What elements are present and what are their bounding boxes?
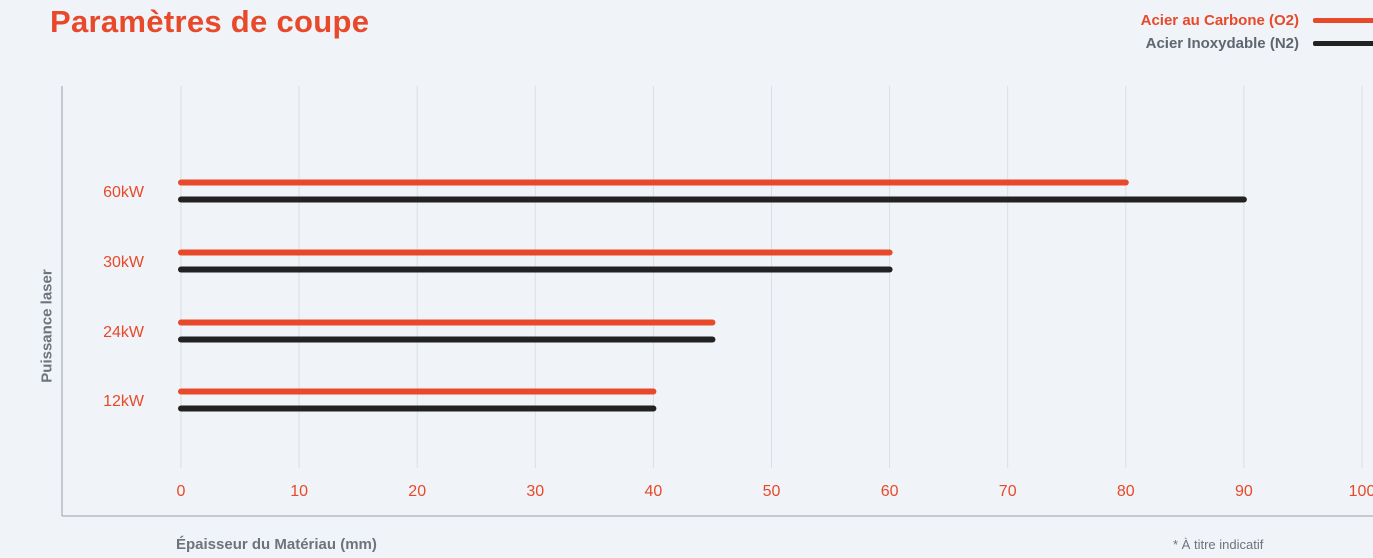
- legend-label-carbon-steel: Acier au Carbone (O2): [1140, 12, 1299, 29]
- legend-item-stainless-steel: Acier Inoxydable (N2): [1146, 35, 1373, 52]
- x-tick-label: 40: [645, 483, 663, 500]
- x-tick-label: 20: [408, 483, 426, 500]
- x-tick-label: 70: [999, 483, 1017, 500]
- legend-swatch-stainless-steel: [1313, 41, 1373, 46]
- legend-item-carbon-steel: Acier au Carbone (O2): [1141, 12, 1373, 29]
- x-axis-title: Épaisseur du Matériau (mm): [176, 536, 377, 553]
- y-axis-title: Puissance laser: [38, 269, 56, 383]
- legend-swatch-carbon-steel: [1313, 18, 1373, 23]
- y-tick-label: 24kW: [103, 324, 145, 341]
- footnote: * À titre indicatif: [1173, 537, 1264, 552]
- x-tick-label: 90: [1235, 483, 1253, 500]
- legend-label-stainless-steel: Acier Inoxydable (N2): [1145, 35, 1299, 52]
- x-tick-label: 60: [881, 483, 899, 500]
- x-tick-label: 100: [1349, 483, 1373, 500]
- x-tick-label: 10: [290, 483, 308, 500]
- x-tick-label: 30: [526, 483, 544, 500]
- x-tick-label: 50: [763, 483, 781, 500]
- chart-title: Paramètres de coupe: [50, 4, 370, 39]
- x-tick-label: 80: [1117, 483, 1135, 500]
- x-tick-label: 0: [177, 483, 186, 500]
- y-tick-label: 30kW: [103, 254, 145, 271]
- y-tick-label: 60kW: [103, 184, 145, 201]
- y-tick-label: 12kW: [103, 393, 145, 410]
